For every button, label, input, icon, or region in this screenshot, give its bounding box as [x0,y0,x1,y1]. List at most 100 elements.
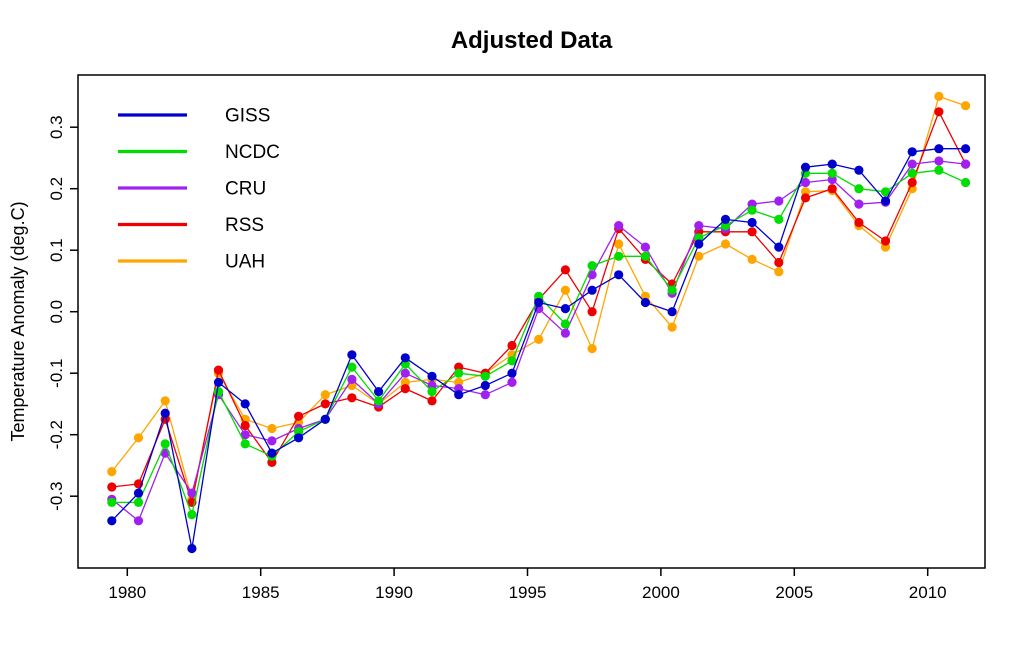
data-point-ncdc-1980 [133,497,144,507]
data-point-ncdc-1988 [347,362,357,372]
data-point-ncdc-1999 [640,251,651,261]
data-point-rss-2007 [854,217,864,228]
data-point-giss-1979 [107,516,117,526]
data-point-giss-1997 [587,285,597,295]
data-point-giss-1987 [320,414,330,424]
data-point-uah-2003 [747,254,757,264]
data-point-cru-1997 [587,270,597,280]
data-point-cru-1980 [133,516,144,526]
data-point-uah-2004 [774,267,784,277]
data-point-rss-1990 [400,384,410,394]
data-point-ncdc-2000 [667,285,677,295]
data-point-ncdc-2010 [934,165,944,175]
data-point-uah-1995 [534,334,544,344]
x-tick-label: 2010 [909,583,947,602]
x-tick-label: 1990 [375,583,413,602]
data-point-ncdc-1982 [187,509,197,520]
data-point-giss-1990 [400,353,410,363]
data-point-giss-2008 [880,196,891,206]
data-point-rss-2004 [774,257,784,268]
data-point-cru-2010 [934,156,944,166]
data-point-rss-1994 [507,340,517,351]
x-tick-label: 1985 [242,583,280,602]
data-point-rss-2003 [747,227,757,237]
data-point-ncdc-1984 [240,439,250,449]
data-point-ncdc-1998 [614,251,624,261]
data-point-uah-2001 [694,251,704,261]
data-point-cru-1994 [507,377,517,387]
data-point-giss-2006 [827,159,837,169]
data-point-rss-1991 [427,396,437,406]
data-point-cru-1988 [347,374,357,384]
data-point-uah-1979 [107,467,117,477]
data-point-rss-2005 [800,193,811,203]
data-point-ncdc-2007 [854,184,864,194]
data-point-giss-2007 [854,165,864,175]
data-point-ncdc-1996 [560,319,571,329]
legend-label-uah: UAH [225,252,265,273]
data-point-giss-1982 [187,543,197,554]
data-point-rss-1997 [587,307,597,317]
data-point-ncdc-1983 [213,387,224,397]
data-point-uah-1985 [267,423,277,434]
data-point-cru-2009 [907,159,917,169]
legend-label-giss: GISS [225,106,270,127]
data-point-giss-1992 [454,390,464,400]
y-tick-label: 0.2 [47,177,66,201]
plot-border [77,74,986,569]
data-point-cru-2005 [800,177,811,188]
legend-label-cru: CRU [225,179,266,200]
data-point-cru-1998 [614,221,624,231]
data-point-cru-1996 [560,328,571,338]
data-point-giss-1996 [560,304,571,314]
data-point-ncdc-2011 [961,177,971,188]
data-point-giss-2001 [694,239,704,249]
data-point-uah-1996 [560,285,571,295]
data-point-cru-2011 [961,159,971,169]
data-point-giss-2000 [667,307,677,317]
data-point-ncdc-1989 [374,396,384,406]
data-point-giss-2009 [907,147,917,157]
data-point-giss-2003 [747,217,757,228]
data-point-ncdc-2004 [774,214,784,224]
y-tick-label: 0.0 [47,300,66,324]
data-point-ncdc-2006 [827,168,837,178]
data-point-rss-2008 [880,236,891,246]
data-point-giss-1995 [534,297,544,308]
data-point-giss-1988 [347,350,357,360]
data-point-cru-2004 [774,196,784,206]
data-point-uah-2010 [934,91,944,101]
data-point-giss-1984 [240,399,250,409]
chart-title: Adjusted Data [451,27,613,54]
data-point-rss-2010 [934,107,944,117]
y-axis-title: Temperature Anomaly (deg.C) [8,201,28,441]
data-point-giss-1980 [133,488,144,498]
data-point-uah-2011 [961,101,971,111]
data-point-giss-2011 [961,144,971,154]
data-point-ncdc-1993 [480,371,490,381]
data-point-rss-2006 [827,184,837,194]
y-tick-label: -0.1 [47,359,66,388]
x-tick-label: 2000 [642,583,680,602]
data-point-cru-1985 [267,436,277,446]
data-point-ncdc-1992 [454,368,464,378]
data-point-giss-1994 [507,368,517,378]
data-point-rss-1986 [294,411,304,421]
data-point-rss-2009 [907,177,917,188]
y-tick-label: -0.3 [47,482,66,511]
data-point-giss-1983 [213,377,224,387]
x-tick-label: 1980 [108,583,146,602]
data-point-cru-1990 [400,368,410,378]
data-point-uah-1980 [133,433,144,443]
data-point-giss-2002 [720,214,731,224]
data-point-cru-1984 [240,430,250,440]
data-point-rss-1987 [320,399,330,409]
data-point-rss-1988 [347,393,357,403]
data-point-cru-1999 [640,242,651,252]
data-point-giss-1981 [160,408,170,418]
data-point-giss-1998 [614,270,624,280]
y-tick-label: -0.2 [47,420,66,449]
data-point-cru-2001 [694,221,704,231]
legend-label-rss: RSS [225,215,264,236]
